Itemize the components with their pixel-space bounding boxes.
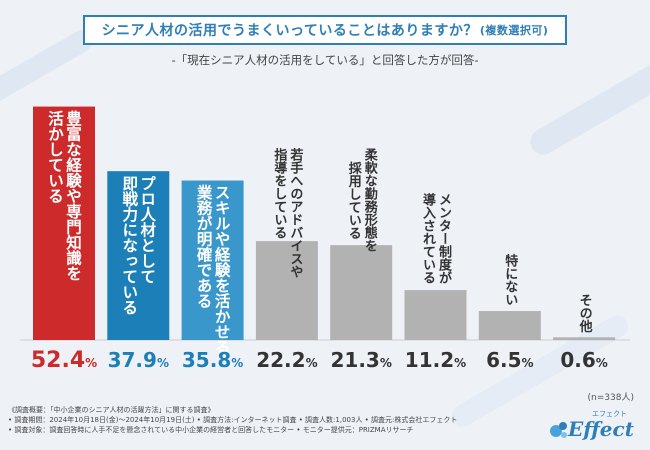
bar-label-3: スキルや経験を活かせる — [213, 185, 231, 356]
bar-label-7: 特にない — [502, 253, 518, 306]
value-label-3: 35.8% — [182, 348, 243, 372]
bar-label-1: 活かしている — [46, 109, 64, 204]
bar-label-5: 採用している — [346, 161, 363, 240]
bar-label-1: 豊富な経験や専門知識を — [64, 109, 82, 281]
chart-title-text: シニア人材の活用でうまくいっていることはありますか？ — [101, 23, 478, 39]
logo-mark-icon — [550, 422, 567, 438]
value-label-8: 0.6% — [560, 348, 607, 372]
bar-2 — [107, 171, 170, 340]
bar-8 — [553, 337, 616, 340]
chart-subtitle: -「現在シニア人材の活用をしている」と回答した方が回答- — [171, 53, 479, 67]
survey-footer: 《調査概要：「中小企業のシニア人材の活躍方法」に関する調査》 • 調査期間：20… — [8, 405, 457, 435]
chart-title-tag: (複数選択可) — [479, 24, 549, 37]
bar-label-4: 若手へのアドバイスや — [287, 147, 304, 278]
footer-line: 《調査概要：「中小企業のシニア人材の活躍方法」に関する調査》 — [8, 406, 215, 414]
bar-label-2: 即戦力になっている — [120, 175, 138, 315]
bar-label-8: その他 — [577, 294, 594, 334]
footer-line: • 調査期間：2024年10月18日(金)〜2024年10月19日(土) • 調… — [8, 416, 458, 424]
value-label-1: 52.4% — [31, 348, 97, 373]
sample-size-note: (n=338人) — [587, 393, 634, 403]
bar-label-5: 柔軟な勤務形態を — [362, 148, 379, 252]
bar-3 — [181, 180, 244, 340]
value-label-2: 37.9% — [108, 348, 169, 372]
bar-label-6: 導入されている — [420, 193, 436, 285]
value-label-7: 6.5% — [486, 348, 533, 372]
bar-label-2: プロ人材として — [138, 175, 156, 284]
logo-text: Effect — [568, 417, 634, 441]
logo-subtext: エフェクト — [592, 410, 627, 418]
value-label-5: 21.3% — [331, 348, 392, 372]
value-label-4: 22.2% — [256, 348, 317, 372]
bar-label-4: 指導をしている — [271, 147, 287, 239]
effect-logo: エフェクト Effect — [548, 409, 643, 443]
bar-label-3: 業務が明確である — [195, 183, 214, 309]
chart-title: シニア人材の活用でうまくいっていることはありますか？ (複数選択可) — [83, 15, 567, 45]
bar-5 — [330, 245, 393, 340]
footer-line: • 調査対象：調査回答時に人手不足を懸念されている中小企業の経営者と回答したモニ… — [8, 426, 414, 434]
value-label-6: 11.2% — [405, 348, 466, 372]
bar-1 — [33, 106, 95, 340]
bar-7 — [478, 311, 541, 340]
bar-label-6: メンター制度が — [436, 193, 452, 284]
bar-4 — [255, 241, 318, 340]
bar-6 — [404, 290, 467, 340]
